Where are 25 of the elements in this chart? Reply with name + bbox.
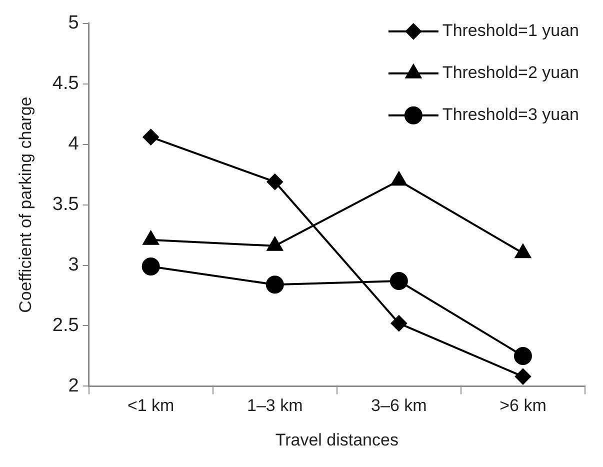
legend-label: Threshold=3 yuan bbox=[442, 105, 580, 124]
y-tick-label: 5 bbox=[68, 12, 79, 34]
y-tick-label: 4.5 bbox=[52, 73, 79, 94]
legend-label: Threshold=1 yuan bbox=[442, 21, 580, 40]
y-tick-label: 3 bbox=[68, 254, 79, 276]
y-tick-label: 4 bbox=[68, 134, 80, 155]
point bbox=[390, 272, 408, 290]
y-tick-label: 3.5 bbox=[52, 194, 79, 216]
y-axis-title: Coefficient of parking charge bbox=[16, 96, 35, 313]
legend-label: Threshold=2 yuan bbox=[442, 63, 580, 82]
x-tick-label: >6 km bbox=[500, 396, 546, 416]
y-tick-label: 2.5 bbox=[52, 314, 79, 336]
y-tick-label: 2 bbox=[68, 375, 79, 396]
point bbox=[266, 276, 284, 294]
point bbox=[391, 172, 407, 186]
point bbox=[514, 346, 532, 365]
x-tick-label: 3–6 km bbox=[371, 396, 427, 416]
point bbox=[142, 129, 159, 146]
x-tick-label: <1 km bbox=[127, 396, 174, 416]
point bbox=[390, 315, 407, 332]
point bbox=[514, 368, 531, 385]
x-tick-label: 1–3 km bbox=[247, 396, 303, 416]
point bbox=[266, 174, 283, 190]
x-axis-title: Travel distances bbox=[275, 430, 398, 450]
point bbox=[142, 257, 160, 276]
